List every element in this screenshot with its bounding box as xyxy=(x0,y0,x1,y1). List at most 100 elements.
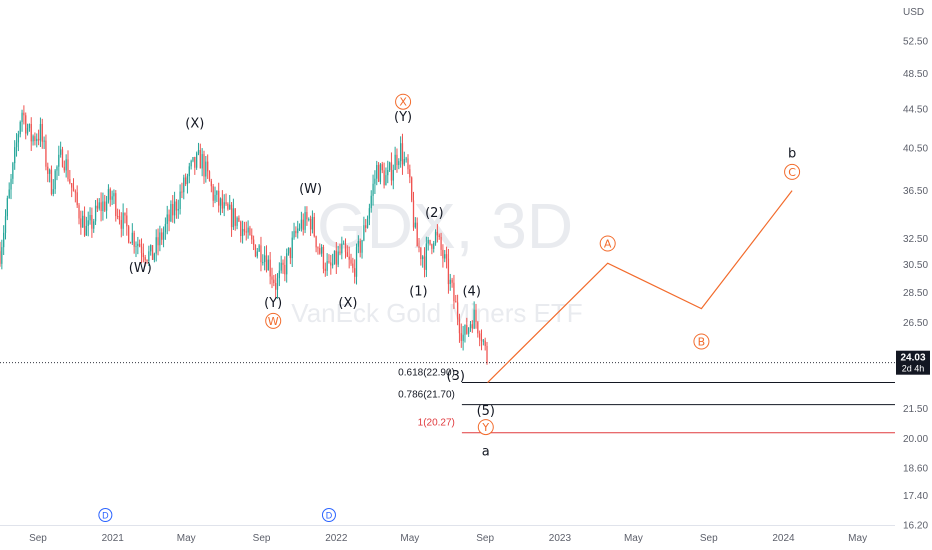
candle-body xyxy=(170,204,172,222)
candle-body xyxy=(146,260,148,262)
candle-body xyxy=(155,237,157,254)
candle-body xyxy=(210,181,212,187)
candle-body xyxy=(344,243,347,253)
candle-body xyxy=(412,200,415,228)
wave-label-circle xyxy=(265,312,282,329)
fib-level-label: 1(20.27) xyxy=(418,418,455,429)
candle-body xyxy=(354,268,356,277)
candle-body xyxy=(194,157,196,168)
candle-body xyxy=(87,220,89,226)
x-tick-label: 2022 xyxy=(325,533,348,544)
y-tick-label: 30.50 xyxy=(903,260,928,271)
candle-body xyxy=(433,243,435,249)
candle-body xyxy=(93,221,95,229)
candle-body xyxy=(100,202,102,212)
watermark-name: VanEck Gold Miners ETF xyxy=(291,298,582,328)
candle-body xyxy=(0,251,1,264)
candle-body xyxy=(326,261,328,271)
candle-body xyxy=(153,253,156,260)
candle-body xyxy=(232,208,235,228)
candle-body xyxy=(113,193,115,197)
y-tick-label: 17.40 xyxy=(903,491,928,502)
candle-body xyxy=(107,189,110,202)
time-axis[interactable]: Sep 2021 May Sep 2022 May Sep 2023 May Sep 2024 May xyxy=(29,533,867,544)
candle-body xyxy=(216,190,218,195)
candle-body xyxy=(3,232,5,248)
candle-body xyxy=(376,165,378,179)
candle-body xyxy=(25,115,27,134)
candle-body xyxy=(442,249,444,259)
candle-body xyxy=(460,333,462,341)
candle-body xyxy=(429,239,431,245)
candle-body xyxy=(348,256,350,260)
candle-body xyxy=(91,215,93,229)
candle-body xyxy=(14,147,16,164)
candle-body xyxy=(144,257,146,261)
last-price-countdown: 2d 4h xyxy=(902,364,925,374)
candle-body xyxy=(422,256,424,260)
candle-body xyxy=(17,134,20,143)
candle-body xyxy=(466,324,468,334)
candle-body xyxy=(425,243,428,270)
price-axis[interactable]: USD 52.50 48.50 44.50 40.50 36.50 32.50 30.50 2… xyxy=(903,7,928,532)
dividend-marker-label: D xyxy=(102,511,109,521)
candle-body xyxy=(241,228,244,237)
fib-level-label: 0.786(21.70) xyxy=(398,390,455,401)
candle-body xyxy=(352,263,354,269)
candle-body xyxy=(451,279,453,283)
candle-body xyxy=(260,245,262,263)
candle-body xyxy=(416,222,418,247)
dividend-marker-label: D xyxy=(326,511,333,521)
wave-label: A xyxy=(604,238,612,251)
candle-body xyxy=(161,232,163,240)
candle-body xyxy=(311,216,314,230)
candle-body xyxy=(247,227,249,233)
wave-label: (4) xyxy=(462,285,480,300)
candle-body xyxy=(109,189,111,200)
candle-body xyxy=(67,159,69,180)
candle-body xyxy=(41,123,43,142)
candle-body xyxy=(249,227,251,236)
candle-body xyxy=(387,170,389,176)
candle-body xyxy=(381,164,383,171)
candle-body xyxy=(212,186,214,201)
candle-body xyxy=(58,154,60,167)
candle-body xyxy=(423,256,426,270)
candle-body xyxy=(486,345,488,363)
candle-body xyxy=(405,158,407,160)
candle-body xyxy=(30,123,32,142)
candle-body xyxy=(431,244,433,249)
candle-body xyxy=(262,262,264,264)
candle-body xyxy=(238,217,240,222)
candle-body xyxy=(172,204,174,216)
candle-body xyxy=(207,161,209,172)
candle-body xyxy=(122,212,124,229)
y-tick-label: 21.50 xyxy=(903,404,928,415)
candle-body xyxy=(269,259,271,277)
candles xyxy=(0,105,488,365)
candle-body xyxy=(317,247,319,249)
candle-body xyxy=(120,220,122,229)
candle-body xyxy=(47,166,49,174)
candle-body xyxy=(175,201,178,211)
candle-body xyxy=(291,237,293,259)
candle-body xyxy=(339,251,341,254)
candle-body xyxy=(396,154,398,166)
x-tick-label: May xyxy=(400,533,419,544)
candle-body xyxy=(126,215,128,227)
candle-body xyxy=(36,138,38,142)
candle-body xyxy=(403,159,405,165)
candle-body xyxy=(223,202,225,209)
candle-body xyxy=(409,169,411,178)
candle-body xyxy=(346,252,348,257)
y-tick-label: 48.50 xyxy=(903,69,928,80)
candle-body xyxy=(469,324,472,328)
candle-body xyxy=(225,202,227,204)
candle-body xyxy=(205,161,207,177)
candle-body xyxy=(355,246,358,277)
candle-body xyxy=(208,171,211,182)
candle-body xyxy=(407,158,409,170)
candle-body xyxy=(52,189,54,194)
y-tick-label: 28.50 xyxy=(903,288,928,299)
